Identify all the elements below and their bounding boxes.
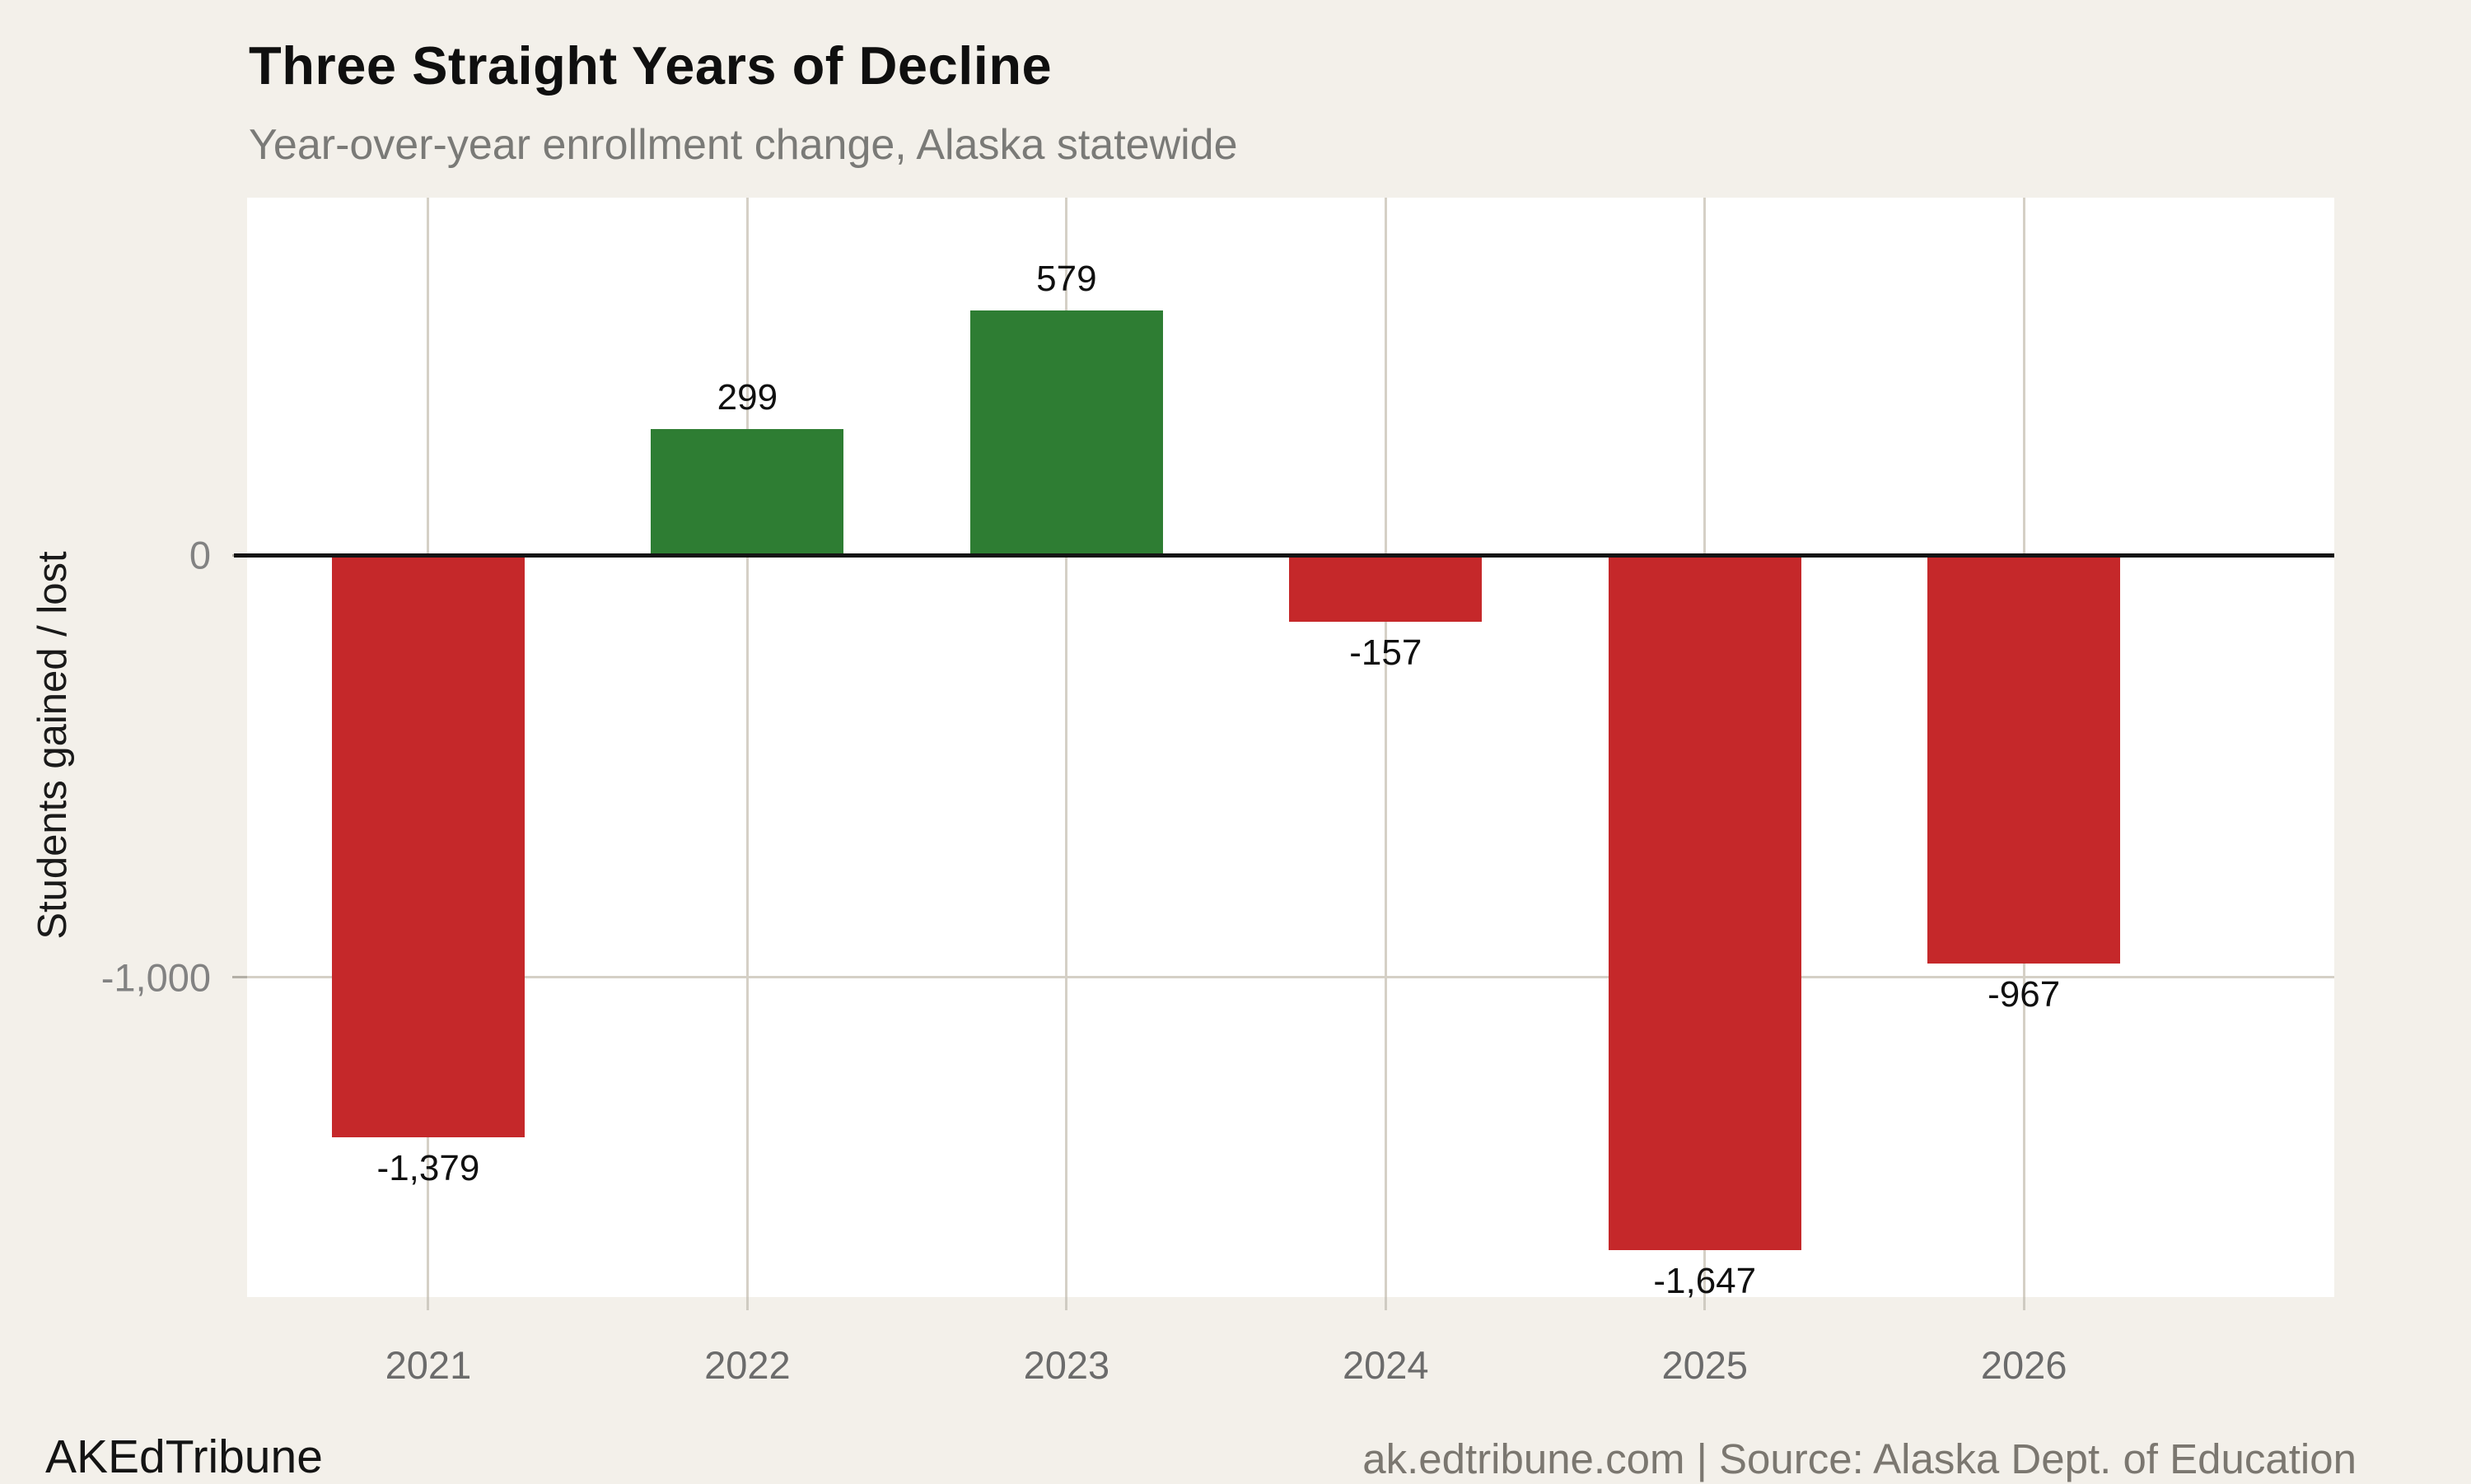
vertical-gridline: [1065, 198, 1068, 1297]
bar-2024: [1289, 555, 1483, 622]
bar-2021: [331, 555, 525, 1137]
bar-value-label: -967: [1988, 973, 2061, 1015]
bar-value-label: 299: [717, 376, 778, 418]
x-tick-label: 2022: [704, 1343, 791, 1387]
bar-2025: [1608, 555, 1801, 1251]
bar-value-label: -1,379: [376, 1147, 480, 1188]
bar-value-label: -1,647: [1653, 1261, 1757, 1302]
y-tick-label: -1,000: [100, 955, 211, 1000]
y-axis-title: Students gained / lost: [30, 551, 75, 940]
bar-2022: [651, 428, 844, 556]
x-tick-label: 2026: [1980, 1343, 2067, 1387]
x-axis-tick: [1703, 1297, 1707, 1310]
chart-title: Three Straight Years of Decline: [249, 35, 1053, 96]
y-tick-label: 0: [189, 533, 211, 577]
x-axis-tick: [2022, 1297, 2025, 1310]
bar-2026: [1927, 555, 2121, 964]
source-attribution: ak.edtribune.com | Source: Alaska Dept. …: [1362, 1435, 2357, 1482]
vertical-gridline: [745, 198, 749, 1297]
vertical-gridline: [1384, 198, 1387, 1297]
bar-value-label: -157: [1349, 632, 1422, 673]
y-axis-tick: [232, 976, 247, 979]
brand: AKEdTribune: [45, 1430, 323, 1483]
zero-axis-line: [234, 553, 2334, 558]
horizontal-gridline: [247, 976, 2334, 979]
bar-value-label: 579: [1036, 259, 1097, 300]
x-axis-tick: [1384, 1297, 1387, 1310]
x-axis-tick: [745, 1297, 749, 1310]
x-tick-label: 2021: [385, 1343, 472, 1387]
bar-2023: [969, 310, 1163, 556]
x-tick-label: 2023: [1023, 1343, 1110, 1387]
x-tick-label: 2024: [1343, 1343, 1429, 1387]
x-axis-tick: [1065, 1297, 1068, 1310]
chart-subtitle: Year-over-year enrollment change, Alaska…: [249, 121, 1238, 169]
x-tick-label: 2025: [1661, 1343, 1749, 1387]
x-axis-tick: [427, 1297, 430, 1310]
